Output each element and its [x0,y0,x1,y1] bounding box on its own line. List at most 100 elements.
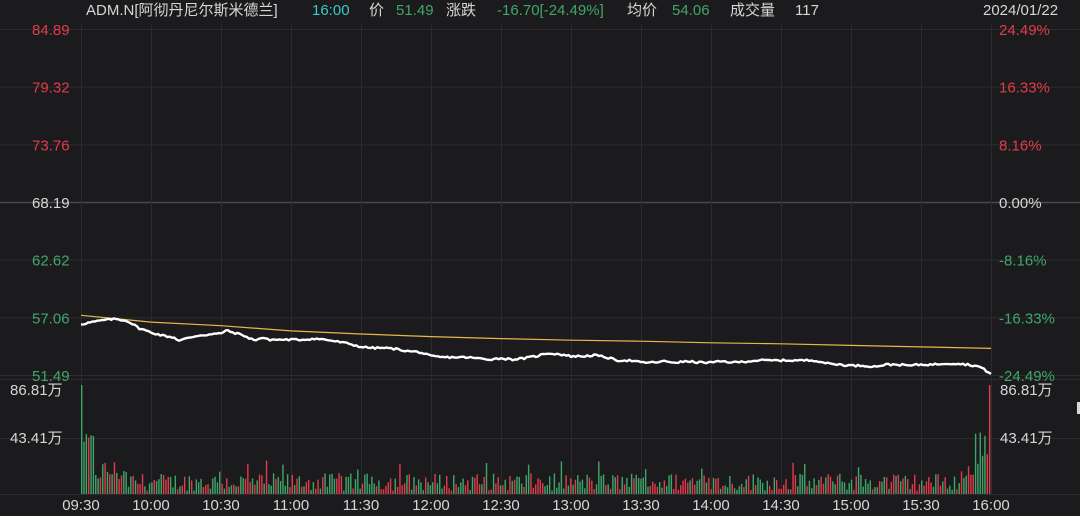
volume-bar [925,481,928,494]
volume-bar [109,474,111,494]
volume-bar [464,485,467,494]
volume-bar [446,476,448,494]
volume-bar [310,490,312,494]
volume-bar [694,484,696,494]
volume-bar [207,484,209,494]
volume-bar [214,476,216,494]
volume-bar [874,487,876,494]
x-axis-label: 15:30 [902,497,940,514]
volume-bar [637,478,640,494]
x-axis-label: 13:30 [622,497,660,514]
volume-bar [640,478,642,494]
volume-bar [689,480,691,494]
volume-bar [401,485,403,494]
volume-bar [417,479,420,494]
volume-bar [429,485,432,494]
volume-axis-label-right: 86.81万 [1000,382,1053,399]
volume-bar [396,486,399,494]
volume-bar [345,476,347,494]
volume-bar [630,473,633,494]
volume-bar [883,476,886,494]
volume-bar [338,473,340,494]
volume-bar [895,475,897,494]
volume-bar [183,476,186,494]
volume-bar [656,486,659,494]
volume-bar [553,473,556,494]
volume-bar [275,479,277,494]
volume-bar [815,485,818,494]
volume-bar [607,484,609,494]
volume-bar [209,488,212,494]
volume-bar [848,483,850,494]
volume-bar [516,476,518,494]
volume-bar [649,485,652,494]
volume-bar [696,480,698,494]
volume-bar [747,475,750,494]
volume-bar [331,473,333,494]
volume-bar [186,490,188,494]
volume-bar [904,475,907,494]
volume-bar [921,480,923,494]
volume-bar [958,482,960,494]
change-label: 涨跌 [446,2,477,19]
volume-bar [827,474,829,494]
volume-bar [885,477,888,494]
volume-bar [832,481,834,494]
volume-bar [499,485,502,494]
volume-bar [230,485,233,494]
volume-bar [965,475,967,494]
volume-bar [942,481,944,494]
volume-bar [139,484,141,494]
volume-bar [389,478,392,494]
volume-bar [111,474,113,494]
x-axis-label: 12:30 [482,497,520,514]
volume-bar [977,463,979,494]
volume-bar [123,471,125,494]
y-axis-label-right: 0.00% [999,195,1042,212]
volume-bar [392,490,394,494]
volume-bar [759,479,761,494]
volume-bar [818,479,820,494]
price-line [80,317,992,375]
volume-bar [654,483,656,494]
scroll-handle[interactable] [1077,402,1080,414]
volume-bar [537,478,539,494]
volume-bar [315,488,317,494]
volume-bar [626,477,628,494]
volume-bar [843,482,846,494]
volume-bar [724,485,726,494]
volume-bar [298,476,301,494]
volume-bar [326,486,329,494]
volume-bar [970,474,972,494]
y-axis-label-left: 68.19 [32,195,70,212]
volume-bar [144,486,146,494]
volume-bar [165,479,167,494]
volume-bar [673,488,675,494]
volume-bar [167,476,169,494]
volume-bar [740,483,743,494]
volume-bar [270,485,272,494]
x-axis-label: 09:30 [62,497,100,514]
volume-bar [670,474,673,494]
volume-bar [836,475,839,494]
volume-bar [984,435,986,494]
volume-bar [787,489,790,494]
avg-price-value: 54.06 [672,2,710,19]
volume-bar [574,479,577,494]
volume-bar [200,478,202,494]
volume-bar [90,435,92,494]
volume-bar [434,473,436,494]
volume-bar [663,480,666,494]
volume-bar [296,478,298,494]
volume-bar [897,474,900,494]
volume-bar [616,475,619,494]
volume-bar [680,485,682,494]
volume-bar [368,484,371,494]
volume-bar [509,475,511,494]
volume-bar [890,481,893,494]
volume-bar [357,469,359,494]
y-axis-label-left: 79.32 [32,80,70,97]
volume-bar [502,485,504,494]
volume-bar [432,482,434,494]
